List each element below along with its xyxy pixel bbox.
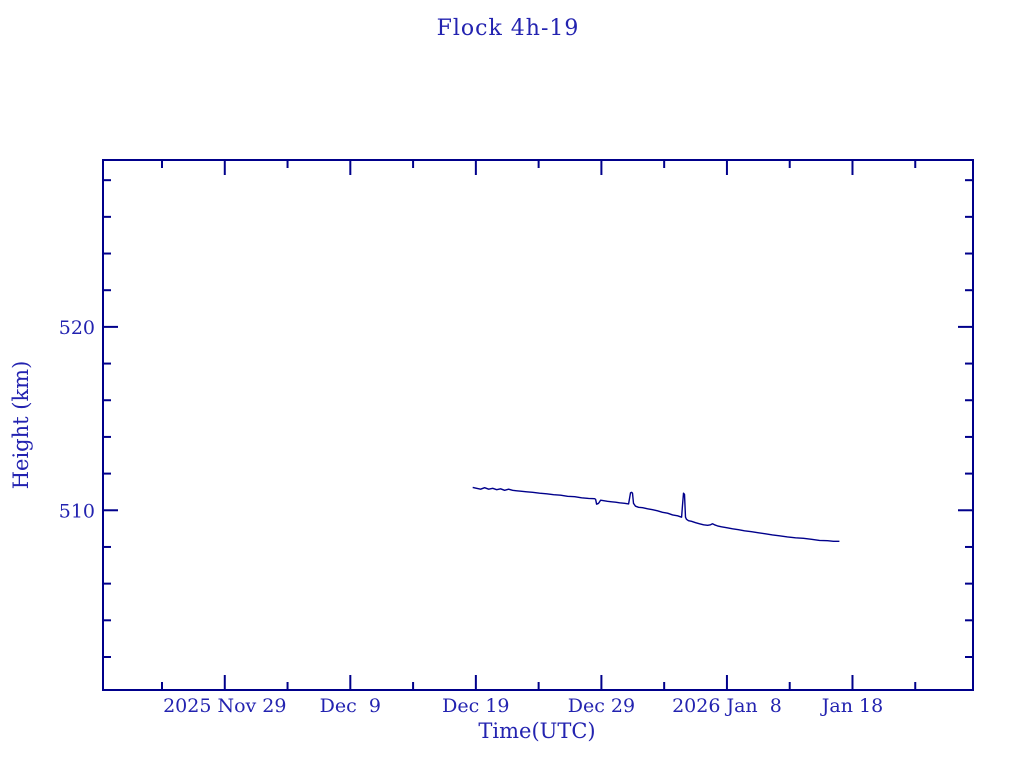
y-tick-label: 520 xyxy=(59,317,95,339)
x-tick-label: Dec 29 xyxy=(568,695,635,717)
height-series-line xyxy=(472,486,840,542)
plot-frame xyxy=(102,159,974,691)
x-tick-label: 2026 Jan 8 xyxy=(672,695,782,717)
x-axis-label: Time(UTC) xyxy=(478,719,596,743)
x-tick-label: Dec 19 xyxy=(442,695,509,717)
chart-title: Flock 4h-19 xyxy=(436,16,580,41)
x-tick-label: Dec 9 xyxy=(320,695,381,717)
y-axis-label: Height (km) xyxy=(9,360,33,490)
y-tick-label: 510 xyxy=(59,500,95,522)
x-tick-label: Jan 18 xyxy=(820,695,883,717)
x-tick-label: 2025 Nov 29 xyxy=(163,695,286,717)
